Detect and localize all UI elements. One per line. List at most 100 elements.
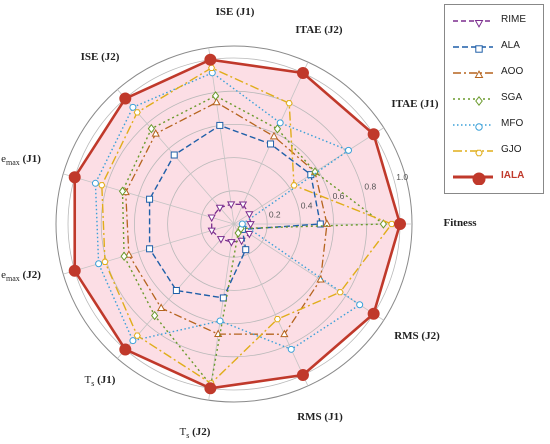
data-point — [237, 237, 246, 246]
legend-item-aoo: AOO — [445, 63, 545, 83]
data-point — [129, 337, 137, 345]
series-iala — [68, 53, 406, 395]
axis-label: ITAE (J1) — [391, 98, 438, 110]
data-point — [172, 286, 180, 294]
data-point — [290, 182, 298, 189]
data-point — [273, 316, 282, 323]
axis-label: Ts (J1) — [85, 374, 116, 388]
data-point — [316, 220, 324, 228]
data-point — [394, 218, 406, 230]
data-point — [211, 91, 220, 101]
data-point — [227, 201, 236, 209]
data-point — [475, 96, 483, 106]
axis-label: emax (J1) — [1, 153, 41, 167]
axis-label: ITAE (J2) — [295, 24, 342, 36]
data-point — [267, 140, 275, 148]
data-point — [95, 260, 103, 268]
legend-swatch — [453, 123, 493, 131]
radial-tick-label: 1.0 — [396, 172, 408, 182]
data-point — [157, 303, 166, 311]
data-point — [101, 258, 109, 265]
axis-label: ISE (J2) — [81, 51, 120, 63]
series-line — [73, 58, 402, 390]
data-point — [120, 251, 128, 261]
data-point — [367, 307, 380, 320]
legend: RIME ALA AOO SGA MFO GJO IALA — [444, 4, 544, 194]
axis-label: Ts (J2) — [180, 426, 211, 440]
legend-swatch — [453, 19, 493, 28]
data-point — [151, 129, 160, 137]
legend-swatch — [453, 149, 493, 157]
legend-item-iala: IALA — [445, 167, 545, 187]
data-point — [151, 310, 159, 321]
data-point — [245, 230, 254, 239]
data-point — [238, 220, 246, 228]
data-point — [216, 121, 224, 129]
data-point — [474, 19, 484, 28]
legend-item-ala: ALA — [445, 37, 545, 57]
data-point — [238, 201, 248, 210]
data-point — [204, 382, 217, 395]
data-point — [68, 264, 81, 277]
data-point — [475, 45, 483, 53]
series-rime — [207, 201, 255, 247]
data-point — [475, 149, 483, 157]
data-point — [170, 151, 178, 159]
data-point — [273, 124, 282, 134]
data-point — [119, 343, 132, 356]
axis-label: RMS (J1) — [297, 411, 343, 423]
legend-label: SGA — [501, 92, 523, 103]
series-line — [101, 67, 393, 385]
data-point — [215, 204, 225, 213]
data-point — [367, 128, 380, 141]
legend-label: IALA — [501, 170, 525, 181]
series-line — [125, 101, 328, 335]
data-point — [133, 332, 141, 339]
data-point — [119, 92, 132, 105]
data-point — [287, 345, 295, 353]
data-point — [276, 119, 284, 127]
legend-swatch — [453, 172, 493, 185]
data-point — [207, 214, 216, 223]
data-point — [68, 171, 81, 184]
series-mfo — [91, 69, 364, 353]
legend-item-rime: RIME — [445, 11, 545, 31]
data-point — [356, 301, 364, 309]
data-point — [296, 368, 309, 381]
data-point — [246, 221, 255, 229]
legend-label: AOO — [501, 66, 524, 77]
legend-label: RIME — [501, 14, 526, 25]
data-point — [245, 211, 254, 219]
data-point — [269, 131, 279, 140]
data-point — [388, 220, 396, 228]
legend-item-gjo: GJO — [445, 141, 545, 161]
data-point — [474, 70, 484, 79]
data-point — [147, 123, 156, 134]
data-point — [204, 53, 217, 66]
data-point — [472, 172, 486, 185]
data-point — [118, 186, 127, 196]
axis-label: RMS (J2) — [394, 330, 440, 342]
legend-label: GJO — [501, 144, 522, 155]
data-point — [98, 182, 106, 189]
data-point — [207, 227, 216, 236]
data-point — [133, 109, 141, 116]
data-point — [311, 167, 319, 177]
data-point — [336, 289, 344, 296]
data-point — [296, 67, 309, 80]
data-point — [216, 317, 224, 325]
legend-swatch — [453, 70, 493, 79]
spoke — [208, 47, 235, 225]
axis-label: emax (J2) — [1, 269, 41, 283]
legend-swatch — [453, 96, 493, 106]
radial-tick-label: 0.8 — [364, 182, 376, 192]
radial-tick-label: 0.2 — [269, 210, 281, 220]
data-point — [129, 103, 137, 111]
axis-label: Fitness — [444, 217, 478, 229]
data-point — [212, 97, 221, 106]
data-point — [475, 123, 483, 131]
data-point — [207, 64, 216, 72]
data-point — [242, 246, 250, 254]
axis-label: ISE (J1) — [216, 6, 255, 18]
